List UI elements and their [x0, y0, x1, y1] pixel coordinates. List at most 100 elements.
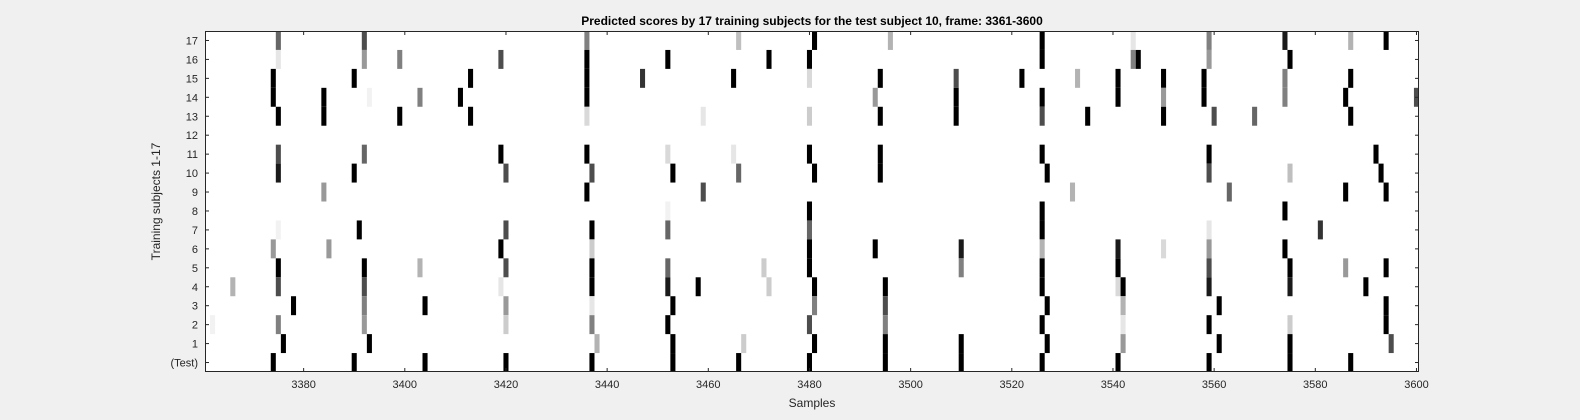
heatmap-cell — [594, 334, 600, 354]
heatmap-cell — [806, 106, 812, 126]
heatmap-cell — [290, 296, 297, 316]
heatmap-cell — [812, 334, 818, 354]
heatmap-cell — [1206, 315, 1212, 335]
x-tick-label: 3540 — [1101, 379, 1125, 391]
heatmap-cell — [1044, 163, 1050, 183]
heatmap-cell — [1383, 258, 1389, 278]
y-tick-label: 17 — [186, 35, 198, 47]
heatmap-cell — [1075, 68, 1081, 88]
heatmap-cell — [351, 163, 357, 183]
heatmap-cell — [210, 315, 216, 335]
y-tick-label: 15 — [186, 73, 198, 85]
y-tick-label: 1 — [192, 339, 198, 351]
x-tick-label: 3500 — [898, 379, 922, 391]
heatmap-cell — [695, 277, 701, 297]
heatmap-cell — [1317, 220, 1323, 240]
heatmap-cell — [958, 334, 964, 354]
heatmap-cell — [958, 258, 964, 278]
heatmap-cell — [1039, 87, 1045, 107]
y-tick-label: 5 — [192, 263, 198, 275]
x-tick-label: 3420 — [494, 379, 518, 391]
heatmap-cell — [1206, 31, 1212, 50]
heatmap-cell — [1115, 277, 1121, 297]
heatmap-cell — [397, 106, 403, 126]
heatmap-cell — [670, 353, 676, 372]
heatmap-cell — [270, 239, 276, 259]
heatmap-cell — [326, 239, 332, 259]
heatmap-cell — [670, 334, 676, 354]
y-tick-label: 11 — [187, 149, 198, 161]
heatmap-cell — [1383, 315, 1389, 335]
heatmap-cell — [1287, 49, 1293, 69]
heatmap-cell — [953, 68, 959, 88]
heatmap-cell — [361, 258, 367, 278]
x-tick-label: 3460 — [696, 379, 720, 391]
heatmap-cell — [503, 258, 509, 278]
heatmap-cell — [1115, 258, 1121, 278]
heatmap-cell — [1282, 201, 1288, 221]
heatmap-cell — [275, 106, 281, 126]
heatmap-cell — [1282, 239, 1288, 259]
heatmap-cell — [1085, 106, 1091, 126]
heatmap-cell — [1120, 315, 1126, 335]
heatmap-cell — [589, 296, 595, 316]
heatmap-cell — [589, 315, 595, 335]
heatmap-cell — [275, 220, 281, 240]
heatmap-cell — [1226, 182, 1232, 202]
heatmap-cell — [1348, 31, 1354, 50]
heatmap-cell — [589, 163, 595, 183]
heatmap-cell — [361, 315, 367, 335]
heatmap-cell — [457, 87, 463, 107]
plot-frame — [205, 31, 1419, 372]
heatmap-cell — [422, 296, 428, 316]
heatmap-cell — [361, 31, 367, 50]
heatmap-cell — [1206, 277, 1212, 297]
heatmap-cell — [1211, 106, 1217, 126]
heatmap-cell — [417, 258, 423, 278]
heatmap-cell — [1039, 239, 1045, 259]
heatmap-cell — [1206, 163, 1212, 183]
y-tick-label: 12 — [186, 130, 198, 142]
heatmap-cell — [1287, 277, 1293, 297]
heatmap-cell — [1161, 68, 1167, 88]
heatmap-cell — [1161, 87, 1167, 107]
heatmap-cell — [877, 144, 883, 164]
heatmap-cell — [584, 68, 590, 88]
heatmap-cell — [589, 220, 595, 240]
heatmap-cell — [806, 220, 812, 240]
heatmap-cell — [665, 144, 671, 164]
y-tick-label: 4 — [192, 282, 198, 294]
heatmap-cell — [1343, 258, 1349, 278]
heatmap-cell — [1201, 68, 1207, 88]
heatmap-cell — [1115, 239, 1121, 259]
heatmap-cell — [397, 49, 403, 69]
heatmap-cell — [1039, 31, 1045, 50]
heatmap-cell — [356, 220, 362, 240]
heatmap-cell — [1044, 296, 1050, 316]
x-tick-label: 3520 — [1000, 379, 1024, 391]
heatmap-cell — [806, 258, 812, 278]
heatmap-cell — [877, 106, 883, 126]
heatmap-cell — [1206, 239, 1212, 259]
heatmap-cell — [1282, 31, 1288, 50]
x-axis: 3380 3400 3420 3440 3460 3480 3500 3520 3540 3560… — [291, 31, 1429, 391]
y-axis-label: Training subjects 1-17 — [149, 142, 163, 260]
heatmap-cell — [812, 296, 818, 316]
heatmap-cell — [766, 277, 772, 297]
heatmap-cell — [498, 277, 504, 297]
heatmap-cell — [1039, 315, 1045, 335]
heatmap-cell — [1287, 258, 1293, 278]
heatmap-cell — [882, 315, 888, 335]
heatmap-cell — [882, 296, 888, 316]
heatmap-cell — [503, 315, 509, 335]
heatmap-cell — [665, 49, 671, 69]
heatmap-cell — [872, 87, 878, 107]
heatmap-cell — [584, 182, 590, 202]
heatmap-cell — [230, 277, 236, 297]
heatmap-cell — [270, 353, 276, 372]
heatmap-cell — [1039, 220, 1045, 240]
heatmap-cell — [361, 144, 367, 164]
heatmap-cell — [806, 68, 812, 88]
heatmap-cell — [351, 68, 357, 88]
